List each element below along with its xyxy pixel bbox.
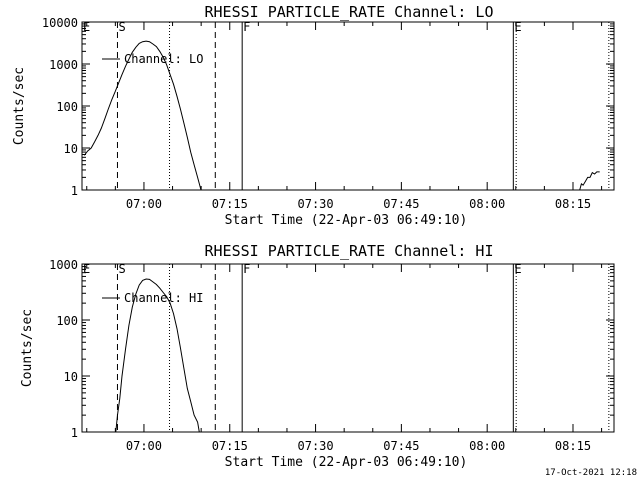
lo-y-tick-label: 10000 xyxy=(42,16,78,30)
hi-x-tick-label: 07:30 xyxy=(298,439,334,453)
hi-y-tick-label: 1 xyxy=(71,426,78,440)
chart-hi-ylabel: Counts/sec xyxy=(20,309,35,387)
chart-lo-legend-label: Channel: LO xyxy=(124,52,203,66)
hi-y-tick-label: 1000 xyxy=(49,258,78,272)
lo-x-tick-label: 07:00 xyxy=(126,197,162,211)
chart-lo-title: RHESSI PARTICLE_RATE Channel: LO xyxy=(205,3,494,21)
chart-lo-x-axis: 07:00 07:15 07:30 07:45 08:00 08:15 xyxy=(86,22,603,211)
lo-y-tick-label: 100 xyxy=(56,100,78,114)
lo-event-marker-label: E xyxy=(83,20,90,34)
lo-event-marker-label: S xyxy=(118,20,125,34)
hi-x-tick-label: 08:15 xyxy=(555,439,591,453)
chart-lo-legend: Channel: LO xyxy=(102,52,203,66)
hi-event-marker-label: F xyxy=(243,262,250,276)
hi-event-marker-label: S xyxy=(118,262,125,276)
lo-y-tick-label: 1000 xyxy=(49,58,78,72)
chart-hi-y-axis: 1 10 100 1000 xyxy=(49,258,614,440)
chart-lo-xlabel: Start Time (22-Apr-03 06:49:10) xyxy=(225,213,468,228)
lo-event-marker-label: F xyxy=(243,20,250,34)
hi-x-tick-label: 07:45 xyxy=(383,439,419,453)
chart-lo-ylabel: Counts/sec xyxy=(12,67,27,145)
chart-lo-series xyxy=(83,40,600,191)
hi-x-tick-label: 07:00 xyxy=(126,439,162,453)
hi-y-tick-label: 100 xyxy=(56,314,78,328)
chart-hi-series xyxy=(115,278,200,433)
lo-x-tick-label: 08:15 xyxy=(555,197,591,211)
chart-hi-legend-label: Channel: HI xyxy=(124,291,203,305)
hi-x-tick-label: 07:15 xyxy=(212,439,248,453)
hi-series-line xyxy=(115,278,200,433)
hi-x-tick-label: 08:00 xyxy=(469,439,505,453)
chart-hi-x-axis: 07:00 07:15 07:30 07:45 08:00 08:15 xyxy=(86,264,603,453)
lo-y-tick-label: 1 xyxy=(71,184,78,198)
lo-y-tick-label: 10 xyxy=(64,142,78,156)
chart-lo-y-axis: 1 10 100 1000 10000 xyxy=(42,16,614,198)
lo-x-tick-label: 07:15 xyxy=(212,197,248,211)
chart-lo-plot-frame xyxy=(81,21,615,191)
lo-series-line xyxy=(579,171,600,191)
lo-x-tick-label: 08:00 xyxy=(469,197,505,211)
chart-hi-plot-frame xyxy=(81,263,615,433)
lo-series-line xyxy=(83,40,202,191)
lo-event-marker-label: E xyxy=(514,20,521,34)
footer-timestamp: 17-Oct-2021 12:18 xyxy=(545,468,637,478)
hi-event-marker-label: E xyxy=(514,262,521,276)
lo-x-tick-label: 07:45 xyxy=(383,197,419,211)
lo-x-tick-label: 07:30 xyxy=(298,197,334,211)
chart-hi-xlabel: Start Time (22-Apr-03 06:49:10) xyxy=(225,455,468,470)
hi-event-marker-label: E xyxy=(83,262,90,276)
chart-hi-title: RHESSI PARTICLE_RATE Channel: HI xyxy=(205,242,494,260)
hi-y-tick-label: 10 xyxy=(64,370,78,384)
chart-hi-legend: Channel: HI xyxy=(102,291,203,305)
